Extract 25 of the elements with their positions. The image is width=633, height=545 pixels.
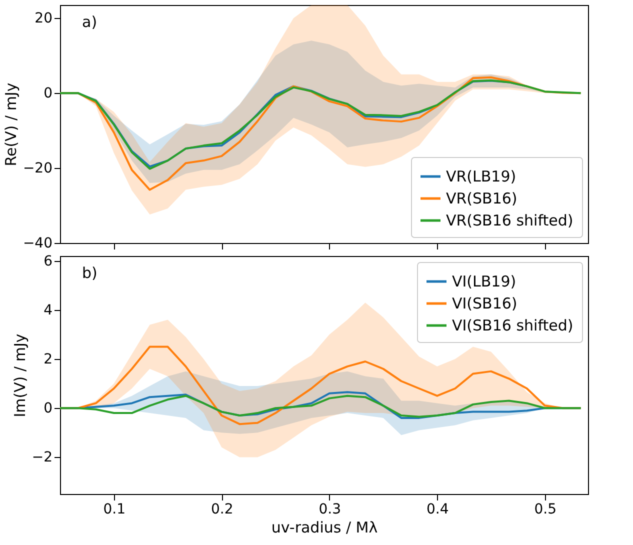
x-tick-label: 0.4	[426, 502, 449, 518]
y-tick-label: −2	[32, 450, 52, 466]
x-tick-label: 0.1	[103, 502, 126, 518]
y-axis-title: Re(V) / mJy	[2, 82, 20, 166]
y-tick-label: 0	[44, 400, 52, 417]
x-tick-label: 0.2	[211, 502, 234, 518]
x-tick-label: 0.5	[534, 502, 557, 518]
y-tick-label: 4	[44, 302, 53, 318]
y-tick-label: 2	[44, 352, 52, 368]
y-tick-label: 0	[44, 86, 52, 102]
legend-label: VI(LB19)	[452, 272, 516, 290]
annotation: a)	[82, 13, 98, 31]
y-tick-label: −40	[22, 236, 52, 252]
annotation: b)	[82, 264, 98, 282]
legend-label: VI(SB16 shifted)	[452, 316, 574, 334]
y-tick-label: −20	[22, 160, 52, 177]
x-axis-title: uv-radius / Mλ	[271, 518, 378, 536]
legend-label: VR(LB19)	[446, 168, 516, 186]
legend-label: VR(SB16 shifted)	[446, 212, 574, 230]
legend-label: VI(SB16)	[452, 294, 518, 312]
legend-label: VR(SB16)	[446, 190, 518, 208]
x-tick-label: 0.3	[318, 502, 342, 518]
y-tick-label: 20	[34, 10, 52, 27]
y-tick-label: 6	[44, 253, 53, 270]
y-axis-title: Im(V) / mJy	[10, 334, 29, 418]
